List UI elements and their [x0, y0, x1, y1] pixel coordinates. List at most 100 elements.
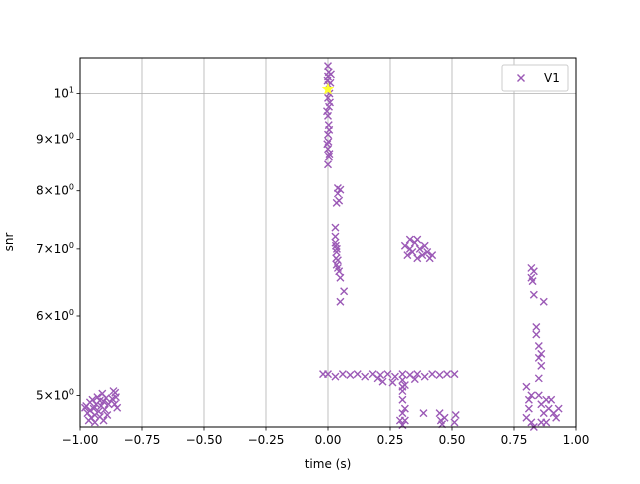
data-point: [324, 130, 332, 139]
data-point: [331, 238, 340, 247]
y-tick-label: 6×100: [36, 308, 74, 323]
data-point: [413, 370, 422, 379]
data-point: [325, 150, 334, 159]
data-point: [336, 297, 345, 306]
data-point: [537, 418, 546, 427]
data-point: [428, 251, 437, 260]
data-point: [346, 370, 355, 379]
data-point: [373, 374, 382, 383]
data-point: [532, 330, 541, 339]
data-point: [537, 349, 546, 358]
y-tick-label: 101: [54, 86, 74, 101]
data-point: [420, 372, 429, 381]
x-tick-label: 0.50: [439, 433, 466, 447]
data-point: [451, 410, 460, 419]
data-point: [534, 374, 543, 383]
data-point: [418, 251, 427, 260]
data-point: [450, 370, 459, 379]
data-point: [383, 370, 392, 379]
data-point: [522, 382, 531, 391]
data-point: [113, 403, 122, 412]
data-point: [324, 93, 332, 102]
data-point: [332, 244, 341, 253]
data-point: [353, 370, 362, 379]
data-point: [552, 413, 561, 422]
data-point: [331, 232, 340, 241]
x-tick-label: 0.75: [501, 433, 528, 447]
x-tick-label: 0.25: [377, 433, 404, 447]
y-tick-label: 7×100: [36, 241, 74, 256]
data-point: [529, 290, 538, 299]
x-tick-label: −0.50: [186, 433, 223, 447]
data-point: [398, 409, 407, 418]
y-tick-label: 9×100: [36, 131, 74, 146]
data-point: [400, 404, 409, 413]
data-point: [420, 241, 429, 250]
data-point: [325, 125, 334, 134]
data-point: [335, 267, 344, 276]
data-point: [527, 273, 536, 282]
data-point: [361, 372, 370, 381]
data-point: [428, 370, 437, 379]
data-point: [103, 410, 112, 419]
data-point: [400, 416, 409, 425]
data-point: [400, 241, 409, 250]
data-point: [90, 410, 99, 419]
data-point: [529, 267, 538, 276]
y-tick-label: 8×100: [36, 183, 74, 198]
data-point: [443, 370, 452, 379]
data-point: [398, 375, 407, 384]
data-point: [335, 196, 344, 205]
data-point: [104, 400, 113, 409]
data-point: [554, 404, 563, 413]
data-point: [413, 254, 422, 263]
data-point: [408, 247, 417, 256]
data-point: [413, 235, 422, 244]
data-point: [325, 98, 334, 107]
data-point: [331, 372, 340, 381]
data-point: [537, 361, 546, 370]
data-points: [80, 62, 563, 431]
data-point: [333, 189, 342, 198]
x-tick-label: 1.00: [563, 433, 590, 447]
x-axis-ticks: −1.00 −0.75 −0.50 −0.25 0.00 0.25 0.50 0.75 1.00: [62, 427, 590, 447]
data-point: [326, 70, 335, 79]
highlight-star-marker: [321, 82, 335, 95]
data-point: [324, 370, 332, 379]
data-point: [388, 378, 397, 387]
x-tick-label: 0.00: [315, 433, 342, 447]
data-point: [324, 152, 333, 161]
data-point: [423, 247, 432, 256]
data-point: [324, 137, 333, 146]
data-point: [524, 404, 533, 413]
x-tick-label: −0.75: [124, 433, 161, 447]
data-point: [410, 375, 419, 384]
data-point: [110, 400, 119, 409]
data-point: [398, 370, 407, 379]
data-point: [534, 353, 543, 362]
data-point: [323, 140, 332, 149]
data-point: [534, 391, 543, 400]
data-point: [340, 287, 349, 296]
x-axis-label: time (s): [305, 457, 352, 471]
data-point: [450, 418, 459, 427]
data-point: [415, 244, 424, 253]
data-point: [336, 185, 345, 194]
grid: [79, 58, 577, 427]
legend-x-icon: [517, 74, 525, 82]
legend: V1: [501, 64, 569, 92]
legend-frame: [501, 64, 569, 92]
data-point: [331, 223, 340, 232]
data-point: [532, 323, 541, 332]
legend-label: V1: [544, 71, 560, 85]
data-point: [336, 273, 345, 282]
data-point: [405, 235, 414, 244]
data-point: [338, 370, 347, 379]
legend-marker-x: [517, 74, 525, 82]
data-point: [419, 409, 428, 418]
data-point: [398, 382, 407, 391]
y-tick-label: 5×100: [36, 387, 74, 402]
y-axis-label: snr: [2, 233, 16, 252]
